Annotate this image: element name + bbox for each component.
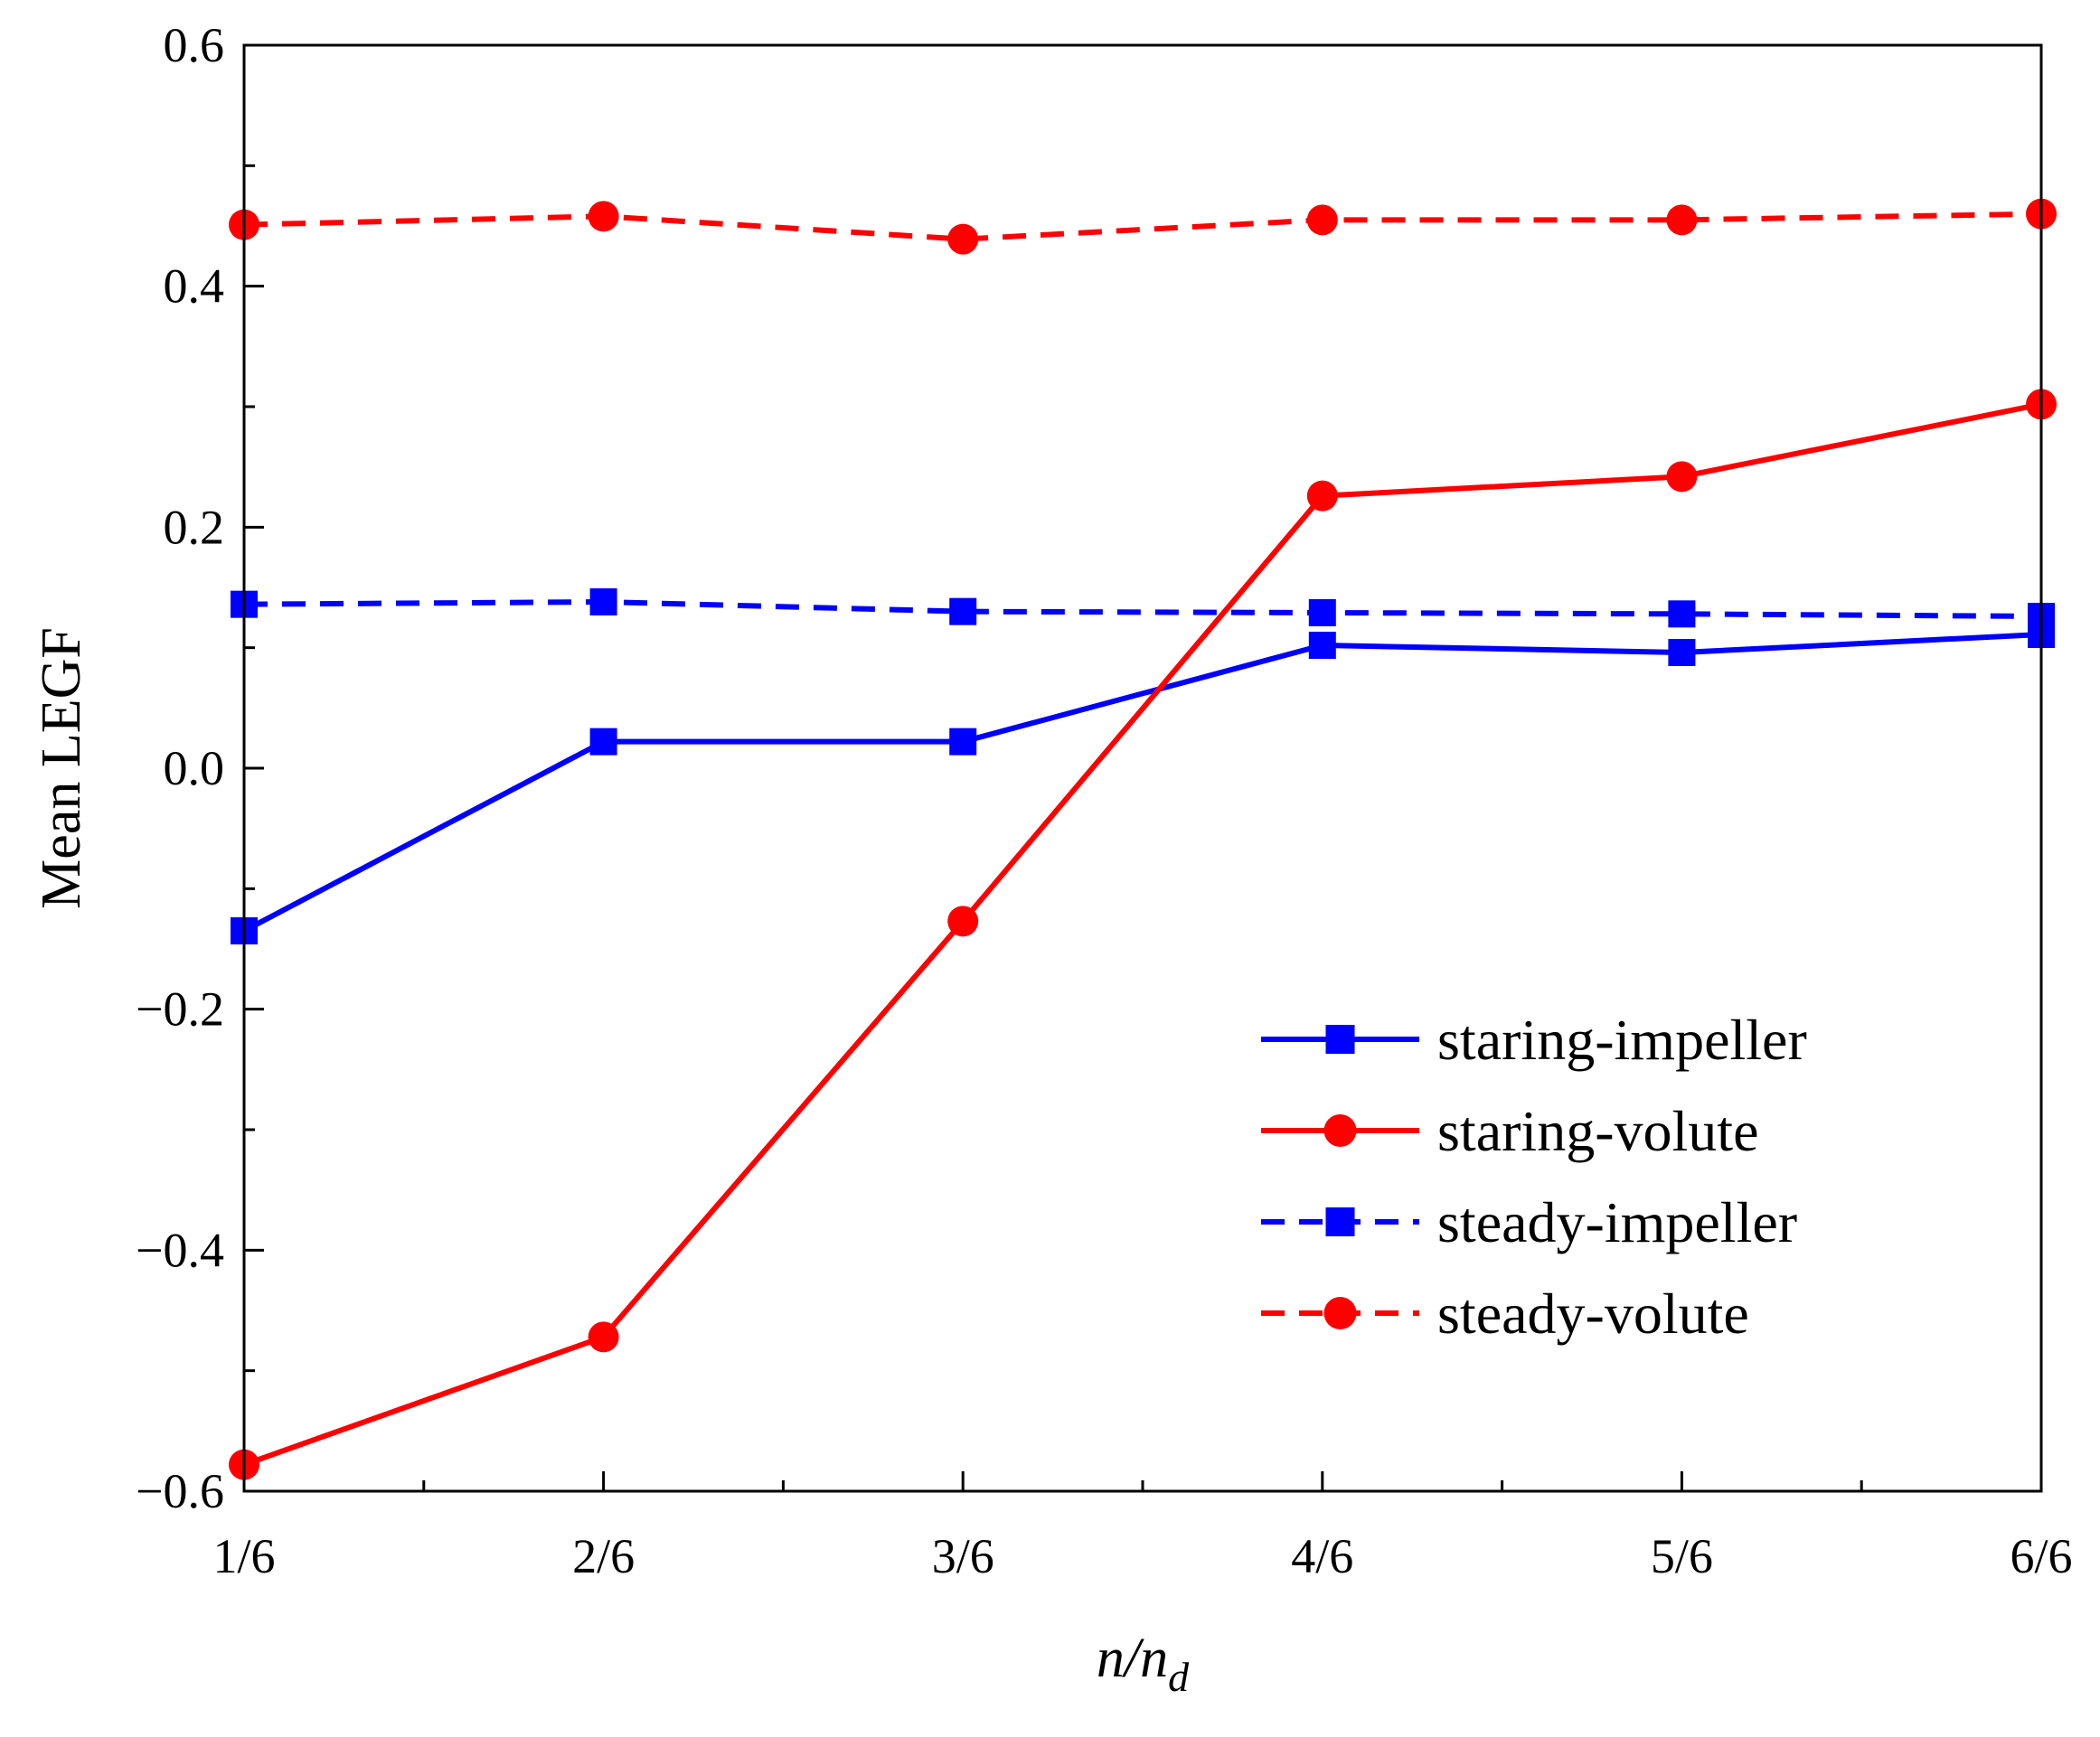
x-axis-title: n/nd: [1097, 1628, 1190, 1700]
legend-marker-steady-volute: [1323, 1297, 1357, 1329]
series-line-staring-volute: [242, 401, 2042, 1468]
data-point-steady-volute: [588, 201, 619, 232]
data-point-steady-impeller: [589, 588, 617, 615]
legend-item-staring-impeller: staring-impeller: [1261, 1008, 1807, 1072]
data-point-staring-volute: [1666, 461, 1698, 493]
plot-frame: [242, 43, 2043, 1493]
data-point-steady-volute: [947, 223, 979, 255]
data-point-steady-impeller: [1668, 600, 1696, 628]
legend-item-steady-impeller: steady-impeller: [1261, 1190, 1797, 1254]
data-point-steady-volute: [1306, 204, 1338, 236]
data-point-steady-impeller: [1308, 599, 1336, 626]
x-axis-title-subscript: d: [1168, 1654, 1190, 1700]
y-tick-label: 0.2: [164, 500, 225, 554]
y-axis-title: Mean LEGF: [31, 627, 92, 909]
series-staring-volute: [229, 389, 2057, 1480]
y-tick-label: −0.6: [136, 1464, 224, 1518]
x-axis-ticks: 1/6 2/6 3/6 4/6 5/6 6/6: [212, 1471, 2073, 1583]
x-tick-label: 1/6: [212, 1529, 275, 1583]
x-tick-label: 5/6: [1651, 1529, 1713, 1583]
series-steady-impeller: [231, 588, 2055, 630]
data-point-staring-volute: [1306, 480, 1338, 512]
x-tick-label: 6/6: [2010, 1529, 2072, 1583]
data-point-staring-impeller: [1308, 632, 1336, 659]
y-axis-ticks: −0.6 −0.4 −0.2 0.0 0.2 0.4 0.6: [136, 18, 264, 1518]
series-layer: [229, 198, 2057, 1480]
data-point-staring-volute: [588, 1321, 619, 1353]
series-steady-volute: [229, 198, 2057, 255]
legend-marker-staring-impeller: [1325, 1025, 1355, 1054]
x-axis-title-main: n/n: [1097, 1628, 1168, 1689]
legend-label-steady-impeller: steady-impeller: [1437, 1190, 1797, 1254]
x-tick-label: 4/6: [1291, 1529, 1353, 1583]
data-point-staring-impeller: [1668, 639, 1696, 666]
y-tick-label: −0.2: [136, 982, 224, 1037]
y-tick-label: 0.0: [164, 741, 225, 795]
series-line-steady-impeller: [243, 599, 2042, 619]
series-line-staring-impeller: [242, 632, 2042, 934]
x-tick-label: 3/6: [932, 1529, 994, 1583]
legend-marker-steady-impeller: [1325, 1207, 1355, 1236]
y-tick-label: 0.4: [164, 259, 225, 314]
data-point-staring-impeller: [949, 728, 977, 756]
legend-item-steady-volute: steady-volute: [1261, 1282, 1749, 1346]
legend-label-staring-impeller: staring-impeller: [1437, 1008, 1807, 1072]
legend: staring-impeller staring-volute steady-imp…: [1261, 1008, 1807, 1346]
x-tick-label: 2/6: [572, 1529, 635, 1583]
series-line-steady-volute: [243, 211, 2042, 242]
legend-item-staring-volute: staring-volute: [1261, 1099, 1758, 1163]
data-point-staring-volute: [947, 906, 979, 937]
legend-label-steady-volute: steady-volute: [1437, 1282, 1749, 1346]
legend-label-staring-volute: staring-volute: [1437, 1099, 1758, 1163]
legend-marker-staring-volute: [1323, 1114, 1357, 1147]
y-tick-label: 0.6: [164, 18, 225, 72]
series-staring-impeller: [231, 621, 2055, 944]
data-point-steady-volute: [1666, 204, 1698, 236]
y-tick-label: −0.4: [136, 1223, 224, 1277]
data-point-staring-impeller: [589, 728, 617, 756]
data-point-steady-impeller: [949, 597, 977, 625]
